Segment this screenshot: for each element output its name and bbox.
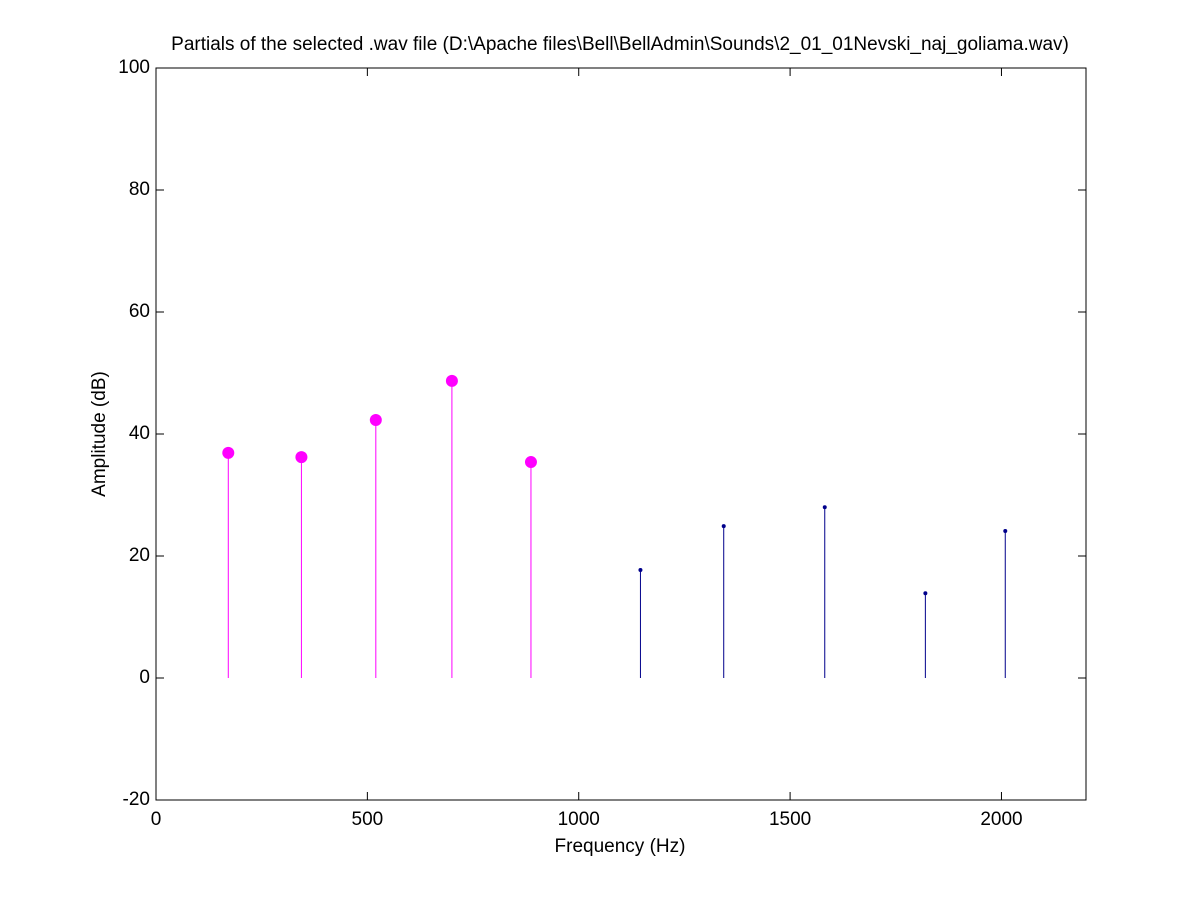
y-tick-label: 20 bbox=[129, 545, 150, 566]
stem-marker bbox=[822, 505, 827, 510]
x-axis-label: Frequency (Hz) bbox=[555, 836, 686, 857]
stem-marker bbox=[638, 568, 643, 573]
stem-marker bbox=[923, 591, 928, 596]
stem-marker bbox=[222, 446, 235, 459]
stem-marker bbox=[524, 456, 537, 469]
y-tick-label: -20 bbox=[123, 789, 150, 810]
y-tick-label: 100 bbox=[118, 57, 150, 78]
stem-marker bbox=[721, 524, 726, 529]
y-tick-label: 80 bbox=[129, 179, 150, 200]
chart-title: Partials of the selected .wav file (D:\A… bbox=[171, 34, 1069, 55]
y-tick-label: 60 bbox=[129, 301, 150, 322]
stem-marker bbox=[295, 451, 308, 464]
stem-marker bbox=[369, 413, 382, 426]
stem-marker bbox=[445, 374, 458, 387]
y-tick-label: 0 bbox=[139, 667, 150, 688]
y-axis-label: Amplitude (dB) bbox=[89, 371, 110, 497]
y-tick-label: 40 bbox=[129, 423, 150, 444]
x-tick-label: 1000 bbox=[558, 809, 600, 830]
x-tick-label: 0 bbox=[151, 809, 162, 830]
x-tick-label: 2000 bbox=[980, 809, 1022, 830]
stem-marker bbox=[1003, 528, 1008, 533]
x-tick-label: 1500 bbox=[769, 809, 811, 830]
x-tick-label: 500 bbox=[352, 809, 384, 830]
